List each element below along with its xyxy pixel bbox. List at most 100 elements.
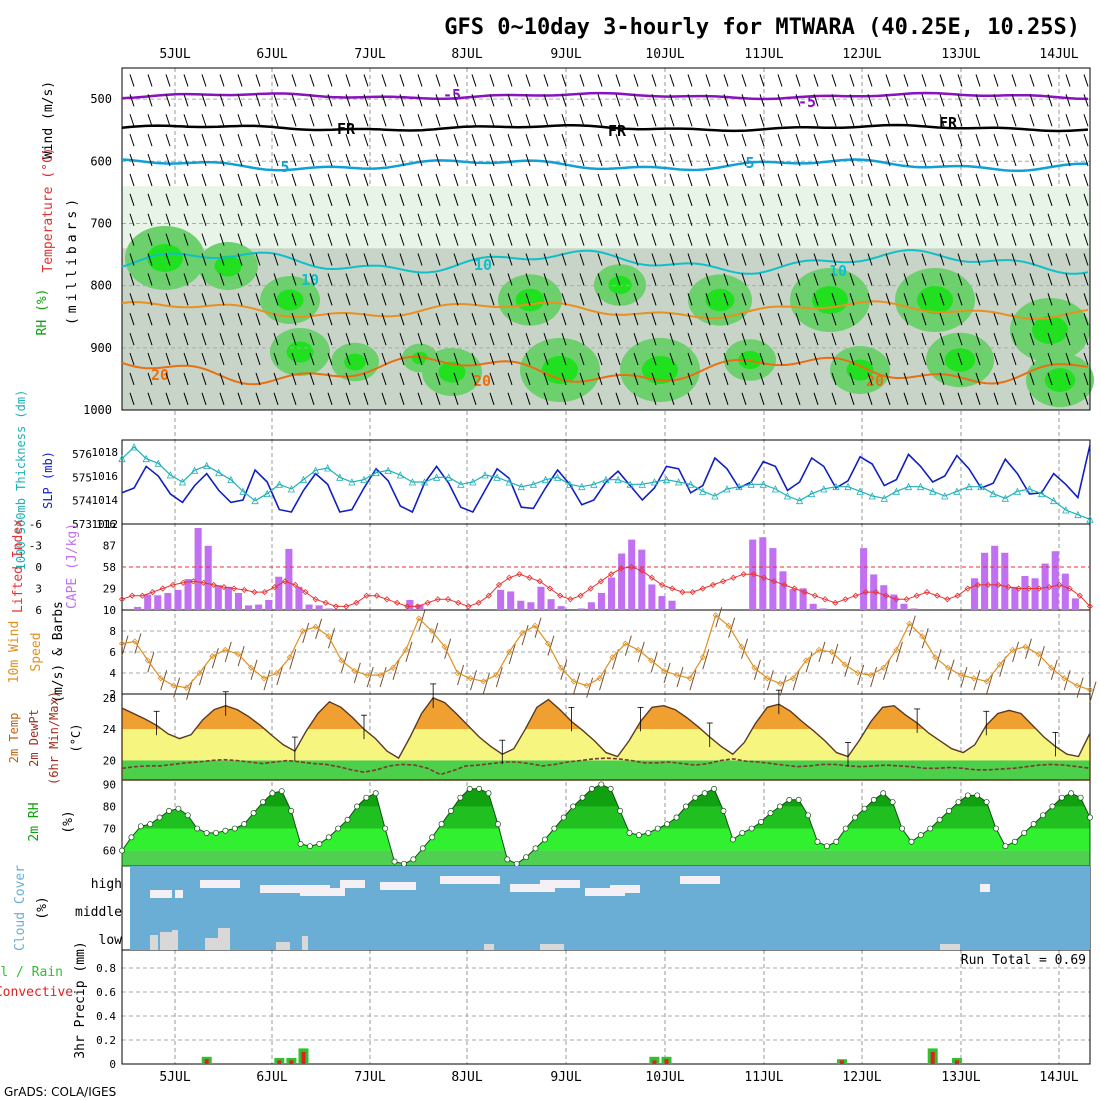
- upper-wind-barb: [579, 153, 585, 167]
- upper-wind-barb: [957, 233, 963, 246]
- upper-wind-barb: [705, 293, 711, 306]
- upper-wind-barb: [309, 114, 315, 127]
- upper-wind-barb: [651, 94, 657, 107]
- wind-barb-10m: [895, 641, 903, 663]
- upper-wind-barb: [237, 293, 243, 306]
- cape-bar: [416, 604, 424, 610]
- upper-wind-barb: [147, 173, 153, 187]
- cape-bar: [991, 545, 999, 610]
- rh-point: [354, 803, 360, 810]
- upper-wind-barb: [597, 372, 603, 386]
- upper-wind-barb: [1011, 313, 1017, 326]
- upper-wind-barb: [147, 153, 153, 167]
- upper-wind-barb: [1047, 233, 1053, 246]
- upper-wind-barb: [165, 213, 171, 226]
- lifted-index-point: [526, 574, 533, 581]
- thickness-point: [372, 468, 380, 477]
- wind-speed-point: [415, 615, 422, 622]
- upper-wind-barb: [615, 332, 621, 346]
- upper-wind-barb: [183, 293, 189, 306]
- wind-speed-point: [222, 646, 229, 653]
- rh-point: [645, 829, 652, 836]
- thickness-point: [771, 485, 780, 493]
- upper-wind-barb: [507, 213, 513, 226]
- rh-point: [213, 829, 219, 836]
- upper-wind-barb: [1065, 392, 1071, 405]
- upper-wind-barb: [363, 253, 369, 266]
- lifted-index-point: [618, 565, 625, 572]
- upper-wind-barb: [831, 273, 837, 286]
- upper-wind-barb: [1047, 133, 1053, 147]
- thickness-point: [892, 487, 901, 495]
- upper-wind-barb: [309, 193, 315, 206]
- cape-bar: [628, 539, 636, 610]
- upper-wind-barb: [723, 213, 729, 226]
- wind-speed-point: [157, 675, 164, 682]
- upper-wind-barb: [921, 392, 927, 405]
- upper-wind-barb: [777, 392, 783, 405]
- thickness-point: [929, 487, 937, 495]
- upper-wind-barb: [255, 293, 261, 306]
- rh-point: [1058, 794, 1065, 801]
- upper-wind-barb: [219, 352, 225, 366]
- upper-wind-barb: [453, 153, 459, 167]
- thickness-point: [154, 459, 162, 467]
- thickness-point: [541, 475, 550, 484]
- upper-wind-barb: [939, 74, 945, 87]
- wind-speed-point: [312, 623, 319, 630]
- cloud-background: [130, 866, 1090, 950]
- rh-point: [758, 818, 765, 825]
- upper-wind-barb: [381, 193, 387, 206]
- upper-wind-barb: [291, 153, 297, 167]
- wind-tick-label: 6: [109, 646, 116, 659]
- upper-wind-barb: [705, 313, 711, 326]
- upper-wind-barb: [219, 372, 225, 386]
- upper-wind-barb: [633, 313, 639, 326]
- rh-point: [776, 803, 783, 810]
- ylabel-precip: 3hr Precip (mm): [73, 941, 88, 1058]
- upper-wind-barb: [759, 352, 765, 366]
- upper-wind-barb: [651, 372, 657, 386]
- upper-wind-barb: [1029, 273, 1035, 286]
- upper-wind-barb: [939, 332, 945, 346]
- isotherm-label: 20: [866, 372, 884, 390]
- upper-wind-barb: [705, 153, 711, 167]
- upper-wind-barb: [417, 293, 423, 306]
- upper-wind-barb: [183, 213, 189, 226]
- cape-bar: [255, 604, 263, 610]
- upper-wind-barb: [561, 293, 567, 306]
- upper-wind-barb: [363, 352, 369, 366]
- upper-wind-barb: [615, 352, 621, 366]
- upper-wind-barb: [993, 273, 999, 286]
- lifted-index-point: [577, 592, 584, 599]
- upper-wind-barb: [399, 133, 405, 147]
- upper-wind-barb: [579, 133, 585, 147]
- lifted-index-point: [190, 578, 197, 585]
- upper-wind-barb: [489, 193, 495, 206]
- upper-wind-barb: [705, 253, 711, 266]
- upper-wind-barb: [309, 133, 315, 147]
- thickness-tick-label: 575: [72, 471, 92, 484]
- upper-wind-barb: [705, 193, 711, 206]
- upper-wind-barb: [957, 253, 963, 266]
- upper-wind-barb: [1083, 332, 1089, 346]
- upper-wind-barb: [561, 313, 567, 326]
- precip-conv-bar: [664, 1059, 669, 1064]
- slp-tick-label: 1014: [92, 494, 119, 507]
- upper-wind-barb: [723, 133, 729, 147]
- lifted-index-point: [465, 603, 472, 610]
- upper-wind-barb: [939, 153, 945, 167]
- thickness-point: [832, 482, 840, 491]
- upper-wind-barb: [831, 74, 837, 87]
- upper-wind-barb: [633, 253, 639, 266]
- upper-wind-barb: [597, 233, 603, 246]
- rh-point: [541, 836, 548, 843]
- upper-wind-barb: [201, 133, 207, 147]
- cloud-low-block: [276, 942, 290, 950]
- date-label-top: 14JUL: [1039, 47, 1078, 62]
- upper-wind-barb: [237, 173, 243, 187]
- rh-point: [504, 856, 511, 863]
- upper-wind-barb: [1083, 273, 1089, 286]
- upper-wind-barb: [165, 94, 171, 107]
- lifted-index-point: [883, 592, 890, 599]
